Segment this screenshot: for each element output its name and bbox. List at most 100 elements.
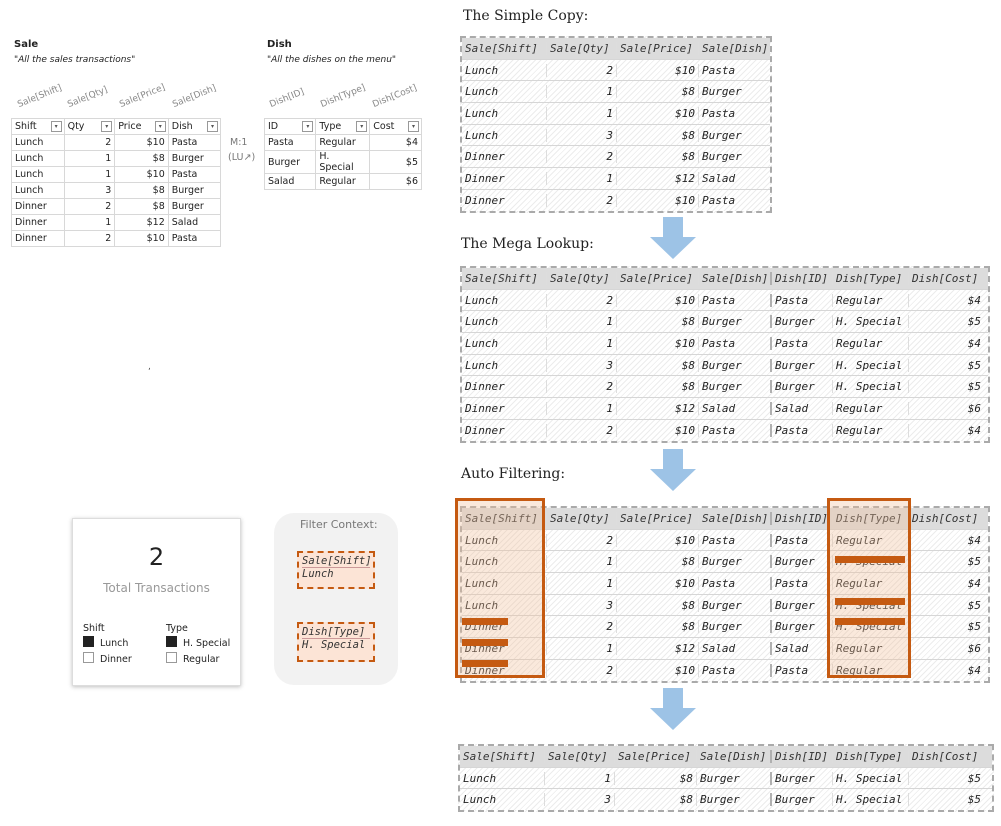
sale-table-description: "All the sales transactions" bbox=[14, 55, 136, 65]
table-cell: H. Special bbox=[832, 358, 908, 372]
table-cell: 2 bbox=[546, 663, 616, 677]
table-cell: 1 bbox=[546, 576, 616, 590]
table-cell: Burger bbox=[770, 315, 832, 329]
table-cell: $4 bbox=[908, 423, 984, 437]
filter-type: Dish[Type] H. Special bbox=[297, 622, 375, 662]
table-cell: Burger bbox=[698, 598, 770, 612]
rotated-label: Sale[Qty] bbox=[66, 84, 110, 110]
table-cell: Regular bbox=[315, 134, 371, 151]
table-cell: H. Special bbox=[832, 771, 908, 785]
auto-filtering-title: Auto Filtering: bbox=[461, 466, 566, 482]
column-header: ID ▾ bbox=[263, 118, 317, 135]
table-row: Lunch 3 $8 Burger bbox=[462, 123, 770, 146]
slicer-option[interactable]: Dinner bbox=[83, 652, 132, 665]
table-row: Lunch 1 $10 Pasta Pasta Regular $4 bbox=[462, 332, 988, 354]
table-cell: 3 bbox=[63, 182, 116, 199]
table-cell: Lunch bbox=[465, 63, 499, 77]
checkbox-checked[interactable] bbox=[83, 636, 94, 647]
slicer-option[interactable]: H. Special bbox=[166, 636, 230, 649]
table-cell: Pasta bbox=[698, 63, 770, 77]
table-row: Dinner 2 $10 Pasta Pasta Regular $4 bbox=[462, 418, 988, 441]
table-row: Dinner 1 $12 Salad bbox=[462, 167, 770, 189]
table-cell: Regular bbox=[832, 336, 908, 350]
column-header: Sale[Shift] bbox=[465, 511, 538, 525]
table-cell: Burger bbox=[698, 620, 770, 634]
filter-dropdown-icon[interactable]: ▾ bbox=[50, 121, 62, 132]
table-cell: Lunch bbox=[465, 128, 499, 142]
table-cell: Pasta bbox=[263, 134, 317, 151]
slicer-title: Shift bbox=[83, 623, 105, 634]
table-cell: Pasta bbox=[698, 533, 770, 547]
table-cell: Burger bbox=[696, 771, 770, 785]
filter-dropdown-icon[interactable]: ▾ bbox=[356, 121, 368, 132]
table-cell: Lunch bbox=[11, 150, 65, 167]
table-cell: 3 bbox=[544, 793, 614, 807]
table-cell: 1 bbox=[546, 315, 616, 329]
table-cell: Pasta bbox=[167, 166, 222, 183]
table-cell: Salad bbox=[698, 171, 770, 185]
table-row: Dinner 2 $10 Pasta Pasta Regular $4 bbox=[462, 658, 988, 681]
table-cell: Lunch bbox=[465, 555, 499, 569]
table-cell: 2 bbox=[546, 293, 616, 307]
table-cell: Dinner bbox=[465, 193, 505, 207]
simple-copy-table: Sale[Shift] Sale[Qty] Sale[Price] Sale[Dish… bbox=[460, 36, 772, 213]
down-arrow-icon bbox=[650, 217, 696, 259]
column-header: Cost ▾ bbox=[369, 118, 422, 135]
strike-mark bbox=[462, 659, 508, 667]
table-cell: Dinner bbox=[11, 198, 65, 215]
table-cell: Burger bbox=[698, 85, 770, 99]
type-column-highlight bbox=[827, 498, 911, 678]
filter-dropdown-icon[interactable]: ▾ bbox=[408, 121, 419, 132]
table-cell: Burger bbox=[167, 150, 222, 167]
column-header: Sale[Dish] bbox=[698, 271, 770, 285]
filter-dropdown-icon[interactable]: ▾ bbox=[207, 121, 218, 132]
table-cell: Pasta bbox=[698, 576, 770, 590]
table-cell: Regular bbox=[832, 663, 908, 677]
table-cell: Burger bbox=[698, 150, 770, 164]
checkbox-unchecked[interactable] bbox=[166, 652, 177, 663]
table-cell: Lunch bbox=[465, 106, 499, 120]
table-cell: 1 bbox=[546, 641, 616, 655]
result-table: Sale[Shift] Sale[Qty] Sale[Price] Sale[Dish… bbox=[458, 744, 994, 813]
filter-column: Dish[Type] bbox=[302, 626, 370, 639]
column-header: Sale[Dish] bbox=[698, 41, 770, 55]
auto-filtering-table: Sale[Shift] Sale[Qty] Sale[Price] Sale[Dish… bbox=[460, 506, 990, 683]
column-header: Shift ▾ bbox=[11, 118, 65, 135]
column-header: Sale[Shift] bbox=[465, 271, 538, 285]
table-cell: $6 bbox=[908, 641, 984, 655]
table-cell: Burger bbox=[698, 358, 770, 372]
column-header: Sale[Qty] bbox=[544, 749, 614, 763]
table-cell: Pasta bbox=[770, 663, 832, 677]
slicer-option[interactable]: Regular bbox=[166, 652, 230, 665]
column-header: Qty ▾ bbox=[63, 118, 116, 135]
filter-dropdown-icon[interactable]: ▾ bbox=[154, 121, 166, 132]
checkbox-checked[interactable] bbox=[166, 636, 177, 647]
strike-mark bbox=[835, 556, 905, 564]
filter-dropdown-icon[interactable]: ▾ bbox=[302, 121, 314, 132]
table-row: Lunch 1 $8 Burger bbox=[11, 150, 222, 167]
table-cell: Regular bbox=[315, 173, 371, 190]
column-header: Dish[ID] bbox=[770, 271, 832, 285]
table-row: Lunch 2 $10 Pasta bbox=[11, 134, 222, 151]
table-row: Dinner 2 $10 Pasta bbox=[462, 188, 770, 211]
strike-mark bbox=[462, 639, 508, 647]
filter-dropdown-icon[interactable]: ▾ bbox=[101, 121, 113, 132]
rotated-label: Sale[Dish] bbox=[171, 83, 218, 110]
column-header: Dish[ID] bbox=[770, 749, 832, 763]
table-cell: Burger bbox=[770, 555, 832, 569]
checkbox-unchecked[interactable] bbox=[83, 652, 94, 663]
table-cell: H. Special bbox=[315, 150, 371, 174]
slicer-option[interactable]: Lunch bbox=[83, 636, 132, 649]
table-cell: 3 bbox=[546, 358, 616, 372]
table-cell: Lunch bbox=[463, 793, 497, 807]
table-cell: $8 bbox=[616, 85, 698, 99]
table-cell: $10 bbox=[616, 336, 698, 350]
table-cell: $10 bbox=[114, 134, 169, 151]
strike-mark bbox=[835, 597, 905, 605]
table-cell: $8 bbox=[114, 198, 169, 215]
table-cell: Dinner bbox=[465, 423, 505, 437]
table-cell: $4 bbox=[908, 336, 984, 350]
table-cell: 1 bbox=[546, 106, 616, 120]
table-row: Burger H. Special $5 bbox=[263, 150, 422, 174]
